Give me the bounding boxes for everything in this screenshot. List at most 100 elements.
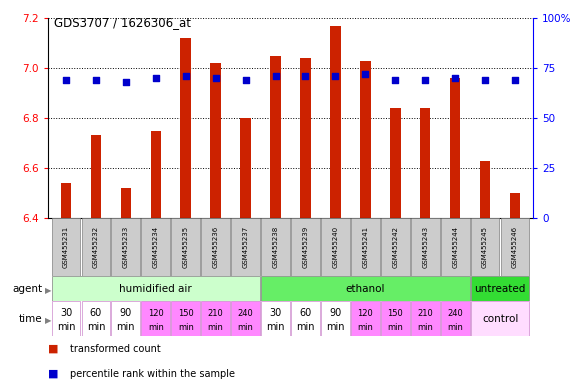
Text: min: min <box>447 323 463 332</box>
Text: ethanol: ethanol <box>345 283 385 293</box>
Bar <box>180 38 191 218</box>
Text: ▶: ▶ <box>45 286 51 295</box>
Text: GSM455235: GSM455235 <box>183 226 189 268</box>
Text: 30: 30 <box>60 308 72 318</box>
Text: 210: 210 <box>417 309 433 318</box>
Bar <box>82 218 110 276</box>
Bar <box>82 301 110 336</box>
Text: GSM455246: GSM455246 <box>512 226 518 268</box>
Point <box>421 77 430 83</box>
Point <box>331 73 340 79</box>
Point <box>361 71 370 77</box>
Text: ■: ■ <box>48 369 58 379</box>
Point <box>391 77 400 83</box>
Bar <box>202 301 230 336</box>
Text: GSM455236: GSM455236 <box>212 226 219 268</box>
Bar <box>61 183 71 218</box>
Text: min: min <box>238 323 254 332</box>
Bar <box>51 218 81 276</box>
Text: time: time <box>19 313 42 323</box>
Bar <box>321 218 350 276</box>
Bar <box>261 276 469 301</box>
Bar <box>270 56 281 218</box>
Bar <box>411 218 440 276</box>
Text: 120: 120 <box>148 309 164 318</box>
Text: GSM455232: GSM455232 <box>93 226 99 268</box>
Text: ▶: ▶ <box>45 316 51 325</box>
Bar <box>171 301 200 336</box>
Point <box>121 79 130 85</box>
Text: untreated: untreated <box>475 283 526 293</box>
Text: GSM455241: GSM455241 <box>363 226 368 268</box>
Text: 90: 90 <box>120 308 132 318</box>
Bar <box>390 108 400 218</box>
Text: min: min <box>148 323 164 332</box>
Point <box>301 73 310 79</box>
Text: GSM455242: GSM455242 <box>392 226 399 268</box>
Point <box>241 77 250 83</box>
Text: 150: 150 <box>178 309 194 318</box>
Bar <box>211 63 221 218</box>
Text: GSM455238: GSM455238 <box>272 226 279 268</box>
Bar <box>381 301 409 336</box>
Text: 30: 30 <box>270 308 282 318</box>
Bar <box>151 131 161 218</box>
Point <box>181 73 190 79</box>
Text: 60: 60 <box>90 308 102 318</box>
Text: 150: 150 <box>387 309 403 318</box>
Text: min: min <box>326 322 345 332</box>
Bar <box>510 193 520 218</box>
Bar <box>420 108 431 218</box>
Text: percentile rank within the sample: percentile rank within the sample <box>70 369 235 379</box>
Text: GSM455244: GSM455244 <box>452 226 458 268</box>
Text: GDS3707 / 1626306_at: GDS3707 / 1626306_at <box>54 16 191 29</box>
Bar <box>120 188 131 218</box>
Bar <box>471 276 529 301</box>
Bar <box>142 301 170 336</box>
Text: min: min <box>208 323 224 332</box>
Bar <box>111 218 140 276</box>
Text: min: min <box>296 322 315 332</box>
Text: 240: 240 <box>447 309 463 318</box>
Point <box>510 77 520 83</box>
Bar <box>360 61 371 218</box>
Text: GSM455233: GSM455233 <box>123 226 129 268</box>
Point <box>151 75 160 81</box>
Point <box>91 77 100 83</box>
Text: GSM455243: GSM455243 <box>422 226 428 268</box>
Text: humidified air: humidified air <box>119 283 192 293</box>
Text: 210: 210 <box>208 309 223 318</box>
Bar <box>51 276 260 301</box>
Bar <box>501 218 529 276</box>
Text: GSM455240: GSM455240 <box>332 226 339 268</box>
Point <box>481 77 490 83</box>
Bar <box>51 301 81 336</box>
Point <box>271 73 280 79</box>
Text: min: min <box>387 323 403 332</box>
Bar <box>351 301 380 336</box>
Bar <box>441 218 469 276</box>
Text: ■: ■ <box>48 344 58 354</box>
Text: transformed count: transformed count <box>70 344 160 354</box>
Bar <box>291 301 320 336</box>
Bar <box>231 218 260 276</box>
Text: min: min <box>417 323 433 332</box>
Text: agent: agent <box>12 283 42 293</box>
Text: GSM455231: GSM455231 <box>63 226 69 268</box>
Bar <box>142 218 170 276</box>
Bar <box>471 218 500 276</box>
Bar <box>441 301 469 336</box>
Bar <box>111 301 140 336</box>
Text: GSM455245: GSM455245 <box>482 226 488 268</box>
Bar <box>411 301 440 336</box>
Bar <box>300 58 311 218</box>
Bar <box>330 25 341 218</box>
Text: min: min <box>87 322 105 332</box>
Text: GSM455239: GSM455239 <box>303 226 308 268</box>
Text: GSM455237: GSM455237 <box>243 226 248 268</box>
Point <box>211 75 220 81</box>
Bar <box>450 78 460 218</box>
Text: min: min <box>116 322 135 332</box>
Text: control: control <box>482 313 518 323</box>
Bar <box>351 218 380 276</box>
